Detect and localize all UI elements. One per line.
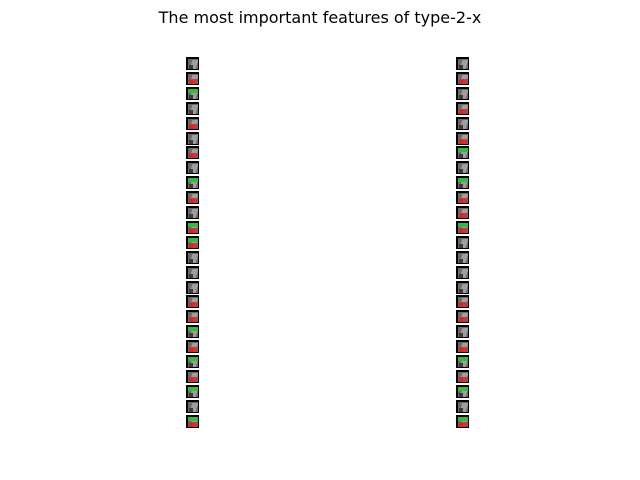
feature-thumbnail: [186, 266, 199, 279]
feature-thumbnail: [186, 191, 199, 204]
feature-thumbnail: [186, 132, 199, 145]
feature-thumbnail: [456, 385, 469, 398]
feature-thumbnail: [186, 251, 199, 264]
feature-thumbnail: [456, 206, 469, 219]
green-highlight: [188, 357, 198, 361]
feature-thumbnail: [456, 57, 469, 70]
feature-thumbnail: [186, 415, 199, 428]
red-highlight: [459, 198, 467, 203]
feature-thumbnail: [186, 325, 199, 338]
red-highlight: [189, 243, 197, 248]
feature-thumbnail: [186, 221, 199, 234]
feature-thumbnail: [186, 236, 199, 249]
red-highlight: [459, 213, 467, 218]
red-highlight: [459, 109, 467, 114]
red-highlight: [189, 302, 197, 307]
green-highlight: [188, 387, 198, 391]
feature-thumbnail: [186, 57, 199, 70]
red-highlight: [459, 347, 467, 352]
green-highlight: [188, 178, 198, 182]
feature-thumbnail: [186, 117, 199, 130]
feature-thumbnail: [186, 102, 199, 115]
red-highlight: [189, 347, 197, 352]
red-highlight: [459, 139, 467, 144]
red-highlight: [189, 317, 197, 322]
green-highlight: [188, 238, 198, 242]
feature-thumbnail: [456, 310, 469, 323]
feature-thumbnail: [186, 385, 199, 398]
green-highlight: [188, 327, 198, 331]
red-highlight: [189, 377, 197, 382]
green-highlight: [458, 357, 468, 361]
feature-thumbnail: [456, 325, 469, 338]
feature-thumbnail: [456, 281, 469, 294]
green-highlight: [188, 417, 198, 421]
feature-thumbnail: [186, 281, 199, 294]
red-highlight: [459, 302, 467, 307]
feature-thumbnail: [456, 117, 469, 130]
feature-thumbnail: [456, 400, 469, 413]
figure-title: The most important features of type-2-x: [158, 8, 482, 27]
red-highlight: [459, 228, 467, 233]
red-highlight: [189, 228, 197, 233]
feature-thumbnail: [186, 370, 199, 383]
feature-thumbnail: [456, 340, 469, 353]
red-highlight: [189, 198, 197, 203]
feature-thumbnail: [456, 191, 469, 204]
feature-thumbnail: [186, 206, 199, 219]
feature-thumbnail: [456, 102, 469, 115]
feature-thumbnail: [456, 132, 469, 145]
feature-thumbnail: [456, 355, 469, 368]
feature-thumbnail: [456, 72, 469, 85]
feature-thumbnail: [186, 400, 199, 413]
feature-thumbnail: [186, 295, 199, 308]
feature-thumbnail: [186, 146, 199, 159]
green-highlight: [458, 387, 468, 391]
green-highlight: [458, 148, 468, 152]
red-highlight: [189, 124, 197, 129]
green-highlight: [188, 223, 198, 227]
red-highlight: [459, 377, 467, 382]
red-highlight: [459, 422, 467, 427]
feature-thumbnail: [456, 87, 469, 100]
feature-thumbnail: [186, 72, 199, 85]
green-highlight: [188, 89, 198, 93]
feature-thumbnail: [186, 176, 199, 189]
red-highlight: [459, 317, 467, 322]
red-highlight: [459, 79, 467, 84]
red-highlight: [189, 153, 197, 158]
red-highlight: [189, 79, 197, 84]
feature-thumbnail: [456, 251, 469, 264]
feature-thumbnail: [186, 355, 199, 368]
feature-thumbnail: [456, 176, 469, 189]
feature-thumbnail: [456, 236, 469, 249]
feature-thumbnail: [186, 87, 199, 100]
feature-thumbnail: [186, 340, 199, 353]
feature-thumbnail: [456, 370, 469, 383]
green-highlight: [458, 223, 468, 227]
feature-thumbnail: [456, 146, 469, 159]
feature-thumbnail: [456, 161, 469, 174]
green-highlight: [458, 417, 468, 421]
red-highlight: [189, 422, 197, 427]
feature-thumbnail: [456, 266, 469, 279]
feature-thumbnail: [186, 161, 199, 174]
feature-thumbnail: [456, 415, 469, 428]
feature-thumbnail: [456, 221, 469, 234]
feature-thumbnail: [456, 295, 469, 308]
green-highlight: [458, 178, 468, 182]
feature-thumbnail: [186, 310, 199, 323]
